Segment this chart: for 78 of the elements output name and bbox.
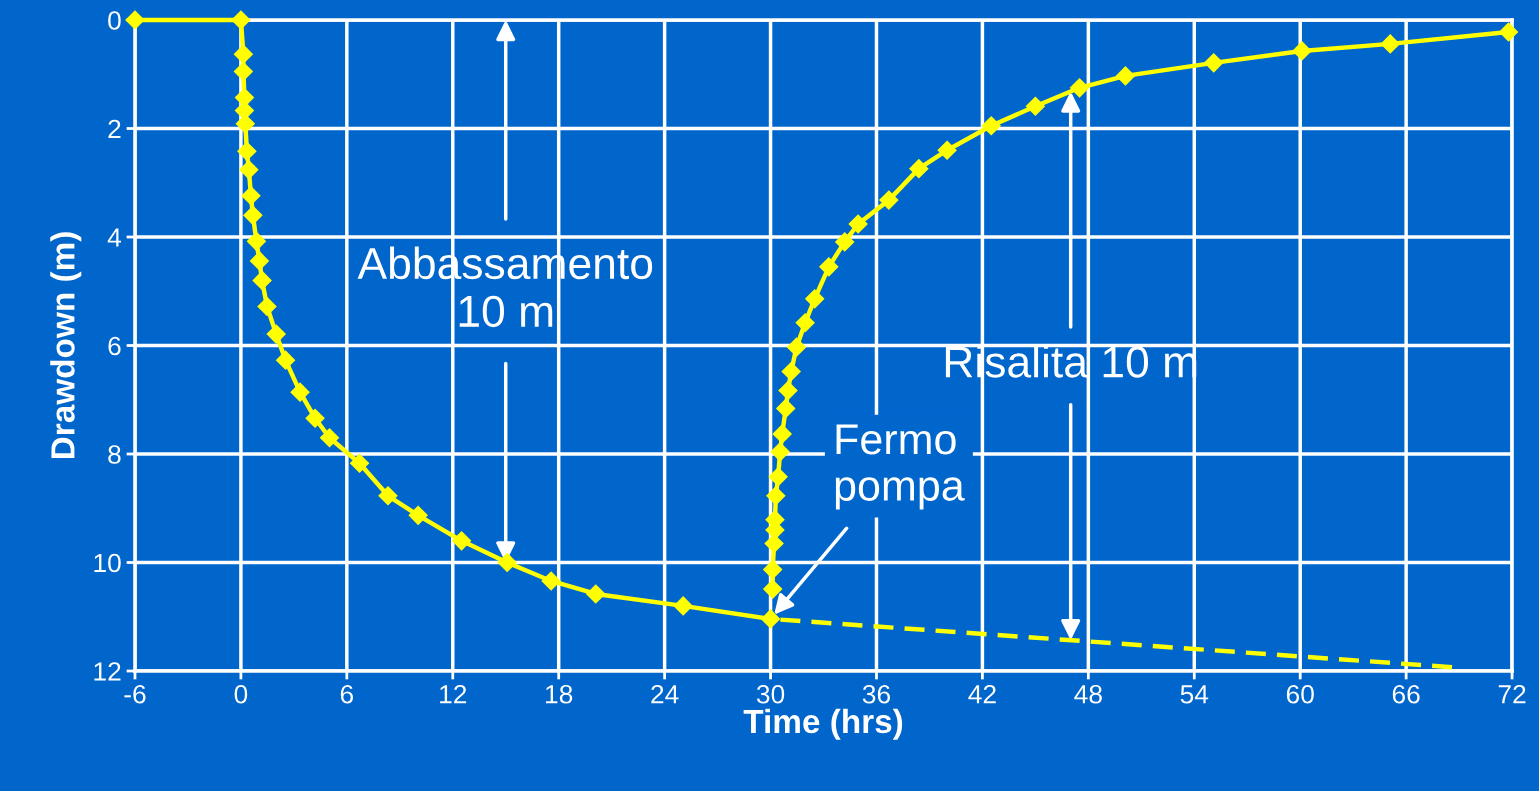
point (541, 571, 561, 591)
x-tick-label: 48 (1074, 684, 1102, 704)
point (252, 270, 272, 291)
point (249, 251, 270, 271)
point (762, 559, 783, 580)
x-tick-label: 54 (1180, 685, 1209, 704)
x-tick-label: 6 (340, 684, 354, 704)
point (408, 505, 428, 526)
y-tick-label: 8 (108, 445, 121, 464)
point (834, 232, 855, 252)
y-tick-label: 2 (108, 119, 121, 139)
point (237, 141, 257, 162)
point (818, 257, 839, 277)
point (770, 442, 790, 462)
point (1069, 78, 1090, 98)
x-tick-label: 24 (651, 684, 679, 704)
x-tick-label: -6 (124, 684, 146, 704)
point (233, 61, 254, 82)
point (848, 214, 868, 234)
point (497, 552, 517, 573)
y-tick-label: 0 (108, 11, 121, 30)
point (909, 158, 929, 179)
y-axis-title: Drawdown (m) (50, 232, 82, 459)
x-tick-label: 60 (1286, 684, 1314, 704)
point (378, 485, 398, 506)
point (762, 579, 783, 599)
point (585, 584, 606, 604)
point (764, 533, 784, 554)
x-axis-title: Time (hrs) (743, 708, 903, 740)
point (981, 115, 1002, 136)
point (768, 466, 788, 487)
x-tick-label: 72 (1498, 684, 1526, 704)
point (1025, 96, 1046, 117)
point (772, 424, 793, 444)
point (1380, 34, 1401, 54)
point (804, 289, 825, 309)
point (760, 609, 781, 629)
y-tick-label: 10 (94, 553, 121, 573)
point (241, 185, 261, 206)
point (781, 361, 802, 382)
point (290, 382, 310, 402)
point (305, 408, 325, 429)
point (1115, 66, 1136, 86)
point (775, 398, 796, 419)
point (231, 10, 251, 30)
y-tick-label: 4 (107, 228, 121, 247)
point (795, 312, 815, 333)
x-tick-label: 30 (756, 684, 785, 704)
point (451, 530, 472, 551)
y-tick-label: 6 (108, 336, 121, 356)
point (937, 140, 957, 161)
point (1203, 53, 1224, 73)
point (766, 485, 786, 506)
point (233, 44, 254, 65)
point (266, 324, 287, 344)
x-tick-label: 42 (968, 684, 996, 704)
point (239, 159, 259, 180)
point (246, 231, 267, 252)
x-tick-label: 66 (1392, 684, 1420, 704)
point (349, 453, 370, 474)
point (879, 190, 899, 210)
x-tick-label: 12 (440, 684, 467, 704)
point (243, 205, 263, 226)
point (1498, 22, 1519, 42)
point (778, 380, 798, 401)
point (673, 596, 693, 616)
point (257, 296, 277, 317)
point (319, 427, 340, 448)
point (235, 113, 256, 134)
point (1292, 41, 1312, 61)
point (786, 337, 807, 357)
point (125, 10, 145, 30)
x-tick-label: 0 (234, 684, 248, 704)
x-tick-label: 18 (546, 684, 573, 704)
annotation: Fermo pompa (835, 424, 965, 510)
x-tick-label: 36 (862, 684, 890, 704)
point (275, 350, 296, 370)
y-tick-label: 12 (94, 662, 121, 681)
